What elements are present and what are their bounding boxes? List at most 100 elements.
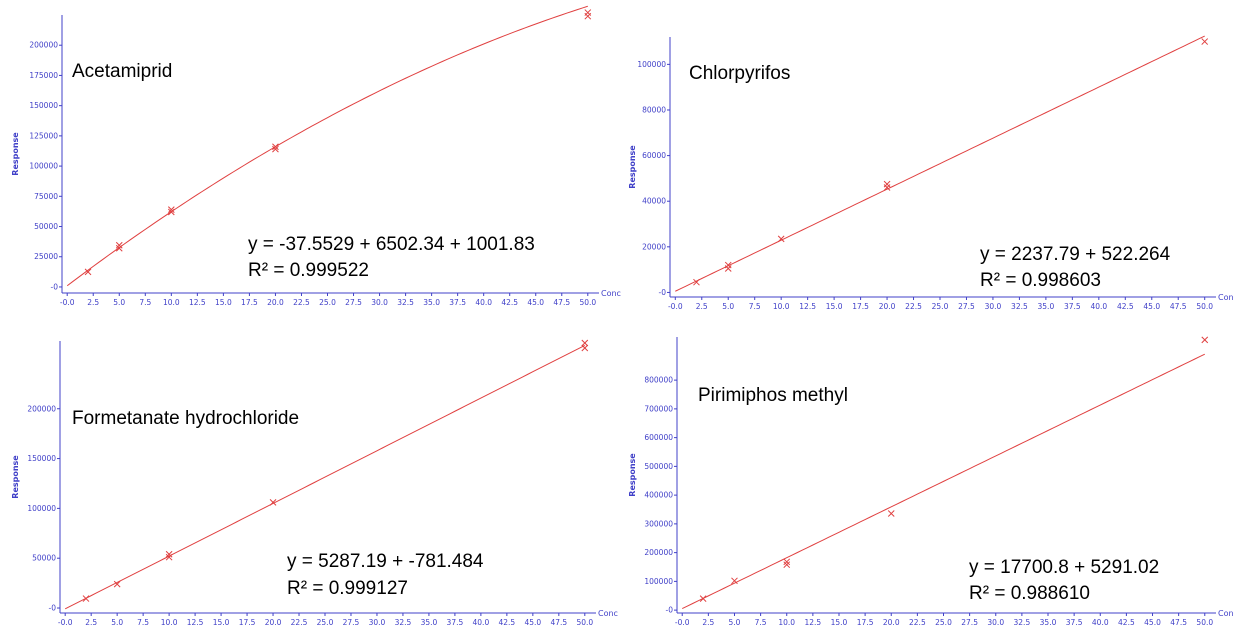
marker-stroke xyxy=(584,9,592,16)
x-tick-label: 2.5 xyxy=(702,618,714,627)
marker-stroke xyxy=(1201,336,1209,344)
data-point-marker xyxy=(581,339,589,347)
y-tick-label: -0 xyxy=(666,606,674,615)
y-tick-label: 100000 xyxy=(644,577,673,586)
x-tick-label: 22.5 xyxy=(291,618,308,627)
y-tick-label: 600000 xyxy=(644,433,673,442)
x-axis-title: Conc xyxy=(598,609,618,618)
marker-stroke xyxy=(165,553,173,561)
compound-title: Acetamiprid xyxy=(72,61,172,82)
x-tick-label: 17.5 xyxy=(241,298,258,307)
x-axis-title: Conc xyxy=(1218,609,1234,618)
x-tick-label: 45.0 xyxy=(527,298,544,307)
x-tick-label: 15.0 xyxy=(215,298,232,307)
regression-curve xyxy=(64,344,586,610)
x-tick-label: 27.5 xyxy=(345,298,362,307)
x-tick-label: 50.0 xyxy=(1196,302,1213,311)
x-tick-label: 5.0 xyxy=(729,618,741,627)
y-tick-label: 175000 xyxy=(29,71,58,80)
data-point-marker xyxy=(724,265,732,272)
x-tick-label: 50.0 xyxy=(576,618,593,627)
marker-stroke xyxy=(724,261,732,269)
x-tick-label: 45.0 xyxy=(1144,618,1161,627)
x-tick-label: 2.5 xyxy=(85,618,97,627)
marker-stroke xyxy=(1201,38,1209,45)
x-tick-label: 42.5 xyxy=(501,298,518,307)
r-squared-value: R² = 0.999127 xyxy=(287,578,408,599)
chart-chlorpyrifos: -0.0 2.5 5.0 7.5 10.0 12.5 15.0 17.5 20.0 22.5 25.… xyxy=(628,35,1234,311)
x-tick-label: 40.0 xyxy=(1092,618,1109,627)
x-tick-label: -0.0 xyxy=(668,302,683,311)
x-tick-label: 50.0 xyxy=(1196,618,1213,627)
x-tick-label: 40.0 xyxy=(1090,302,1107,311)
x-tick-label: 37.5 xyxy=(449,298,466,307)
y-tick-label: 20000 xyxy=(642,242,666,251)
x-tick-label: 2.5 xyxy=(87,298,99,307)
x-tick-label: 7.5 xyxy=(749,302,761,311)
compound-title: Formetanate hydrochloride xyxy=(72,408,299,429)
y-tick-label: 60000 xyxy=(642,151,666,160)
x-tick-label: 37.5 xyxy=(447,618,464,627)
y-tick-label: 80000 xyxy=(642,105,666,114)
r-squared-value: R² = 0.999522 xyxy=(248,260,369,281)
marker-stroke xyxy=(165,550,173,558)
x-tick-label: 10.0 xyxy=(773,302,790,311)
y-tick-label: 125000 xyxy=(29,131,58,140)
regression-curve xyxy=(66,5,588,287)
x-tick-label: 10.0 xyxy=(163,298,180,307)
r-squared-value: R² = 0.998603 xyxy=(980,270,1101,291)
data-point-marker xyxy=(887,510,895,517)
marker-stroke xyxy=(115,244,123,252)
x-tick-label: 20.0 xyxy=(267,298,284,307)
x-tick-label: 2.5 xyxy=(696,302,708,311)
x-tick-label: 25.0 xyxy=(317,618,334,627)
x-tick-label: 45.0 xyxy=(524,618,541,627)
marker-stroke xyxy=(84,268,92,276)
y-tick-label: 150000 xyxy=(29,101,58,110)
x-tick-label: 45.0 xyxy=(1143,302,1160,311)
x-tick-label: 12.5 xyxy=(187,618,204,627)
x-tick-label: 47.5 xyxy=(1170,302,1187,311)
y-tick-label: -0 xyxy=(659,288,667,297)
y-tick-label: 75000 xyxy=(34,192,58,201)
x-tick-label: 15.0 xyxy=(213,618,230,627)
x-tick-label: 32.5 xyxy=(1014,618,1031,627)
x-tick-label: 5.0 xyxy=(113,298,125,307)
x-tick-label: 7.5 xyxy=(137,618,149,627)
x-tick-label: 37.5 xyxy=(1064,302,1081,311)
x-tick-label: 35.0 xyxy=(1040,618,1057,627)
y-tick-label: 25000 xyxy=(34,252,58,261)
x-tick-label: 22.5 xyxy=(909,618,926,627)
marker-stroke xyxy=(581,339,589,347)
y-tick-label: 200000 xyxy=(29,41,58,50)
x-axis-title: Conc xyxy=(601,289,621,298)
data-point-marker xyxy=(115,241,123,249)
y-tick-label: 100000 xyxy=(27,504,56,513)
regression-curve xyxy=(675,35,1205,292)
calibration-panel-pirimiphos: -0.0 2.5 5.0 7.5 10.0 12.5 15.0 17.5 20.0 22.5 25.… xyxy=(617,316,1234,631)
x-tick-label: 47.5 xyxy=(1170,618,1187,627)
x-tick-label: 27.5 xyxy=(343,618,360,627)
y-tick-label: 50000 xyxy=(32,554,56,563)
y-tick-label: 100000 xyxy=(637,60,666,69)
x-tick-label: 37.5 xyxy=(1066,618,1083,627)
x-tick-label: 20.0 xyxy=(883,618,900,627)
chart-formetanate-hydrochloride: -0.0 2.5 5.0 7.5 10.0 12.5 15.0 17.5 20.0 22.5 25.… xyxy=(11,339,618,627)
x-axis-title: Conc xyxy=(1218,293,1234,302)
data-point-marker xyxy=(167,208,175,216)
x-tick-label: 7.5 xyxy=(139,298,151,307)
x-tick-label: 25.0 xyxy=(935,618,952,627)
x-tick-label: 5.0 xyxy=(722,302,734,311)
x-tick-label: 7.5 xyxy=(755,618,767,627)
x-tick-label: 12.5 xyxy=(189,298,206,307)
y-tick-label: 100000 xyxy=(29,162,58,171)
x-tick-label: 10.0 xyxy=(778,618,795,627)
data-point-marker xyxy=(731,577,738,585)
marker-stroke xyxy=(777,235,785,243)
data-point-marker xyxy=(113,580,121,588)
marker-stroke xyxy=(269,499,277,506)
y-tick-label: 200000 xyxy=(27,404,56,413)
x-tick-label: 42.5 xyxy=(1117,302,1134,311)
marker-stroke xyxy=(167,206,175,213)
data-point-marker xyxy=(272,143,279,151)
